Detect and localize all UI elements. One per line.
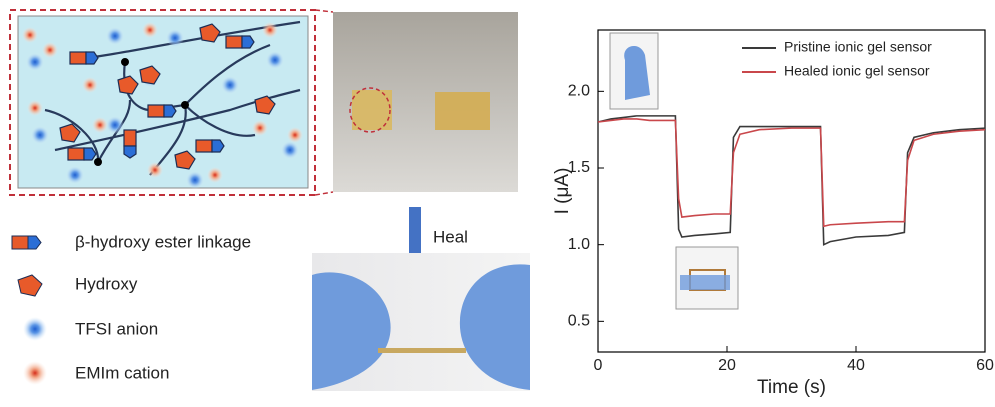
photo-stretched-gel [312, 253, 530, 391]
legend-label: TFSI anion [75, 319, 158, 338]
x-axis-label: Time (s) [757, 377, 826, 398]
y-axis-label: I (μA) [552, 168, 573, 215]
legend-label: Healed ionic gel sensor [784, 63, 930, 79]
x-tick-label: 60 [976, 357, 994, 374]
photo-cut-gel [333, 12, 518, 192]
legend-label: β-hydroxy ester linkage [75, 232, 251, 251]
figure: Heal β-hydroxy ester linkage Hydroxy TFS… [0, 0, 995, 402]
legend-label: EMIm cation [75, 363, 169, 382]
inset-photo [610, 33, 658, 109]
x-tick-label: 20 [718, 357, 736, 374]
schematic [10, 10, 333, 195]
x-tick-label: 0 [594, 357, 603, 374]
heal-label: Heal [433, 227, 468, 246]
schematic-legend: β-hydroxy ester linkage Hydroxy TFSI ani… [12, 232, 251, 385]
legend-label: Hydroxy [75, 274, 138, 293]
y-tick-label: 0.5 [568, 313, 590, 330]
legend-label: Pristine ionic gel sensor [784, 39, 932, 55]
x-tick-label: 40 [847, 357, 865, 374]
y-tick-label: 2.0 [568, 83, 590, 100]
series-line [598, 116, 985, 245]
inset-photo [676, 247, 738, 309]
y-tick-label: 1.0 [568, 236, 590, 253]
